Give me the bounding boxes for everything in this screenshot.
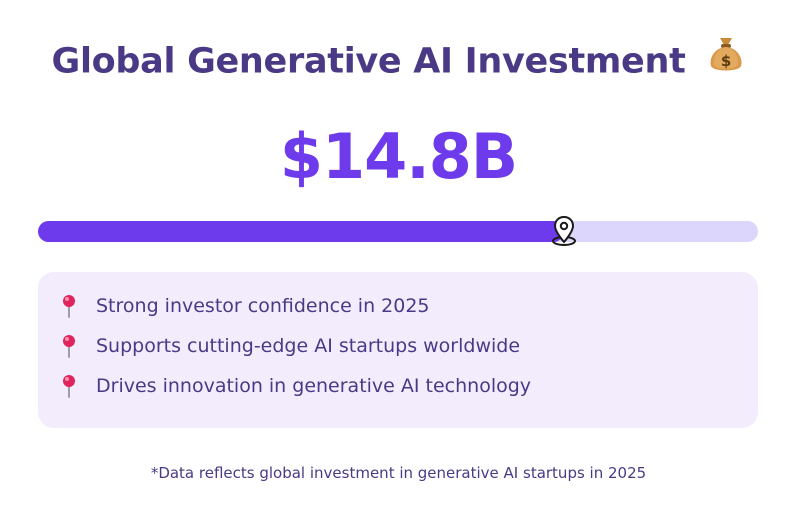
list-item: Strong investor confidence in 2025 (38, 290, 758, 330)
money-bag-icon: $ (707, 34, 745, 83)
highlights-panel: Strong investor confidence in 2025 Suppo… (38, 272, 758, 428)
highlight-text: Drives innovation in generative AI techn… (96, 375, 532, 397)
highlight-text: Strong investor confidence in 2025 (96, 295, 430, 317)
list-item: Drives innovation in generative AI techn… (38, 370, 758, 410)
location-pin-icon (549, 215, 579, 247)
round-pushpin-icon (60, 294, 78, 318)
round-pushpin-icon (60, 374, 78, 398)
investment-amount: $14.8B (279, 120, 518, 193)
list-item: Supports cutting-edge AI startups worldw… (38, 330, 758, 370)
progress-fill (38, 221, 564, 242)
highlights-list: Strong investor confidence in 2025 Suppo… (38, 272, 758, 410)
investment-progress-bar (38, 215, 758, 246)
svg-text:$: $ (721, 52, 731, 70)
round-pushpin-icon (60, 334, 78, 358)
footnote: *Data reflects global investment in gene… (150, 464, 647, 482)
title-text: Global Generative AI Investment (51, 41, 686, 82)
highlight-text: Supports cutting-edge AI startups worldw… (96, 335, 521, 357)
page-title: Global Generative AI Investment $ (0, 38, 797, 87)
